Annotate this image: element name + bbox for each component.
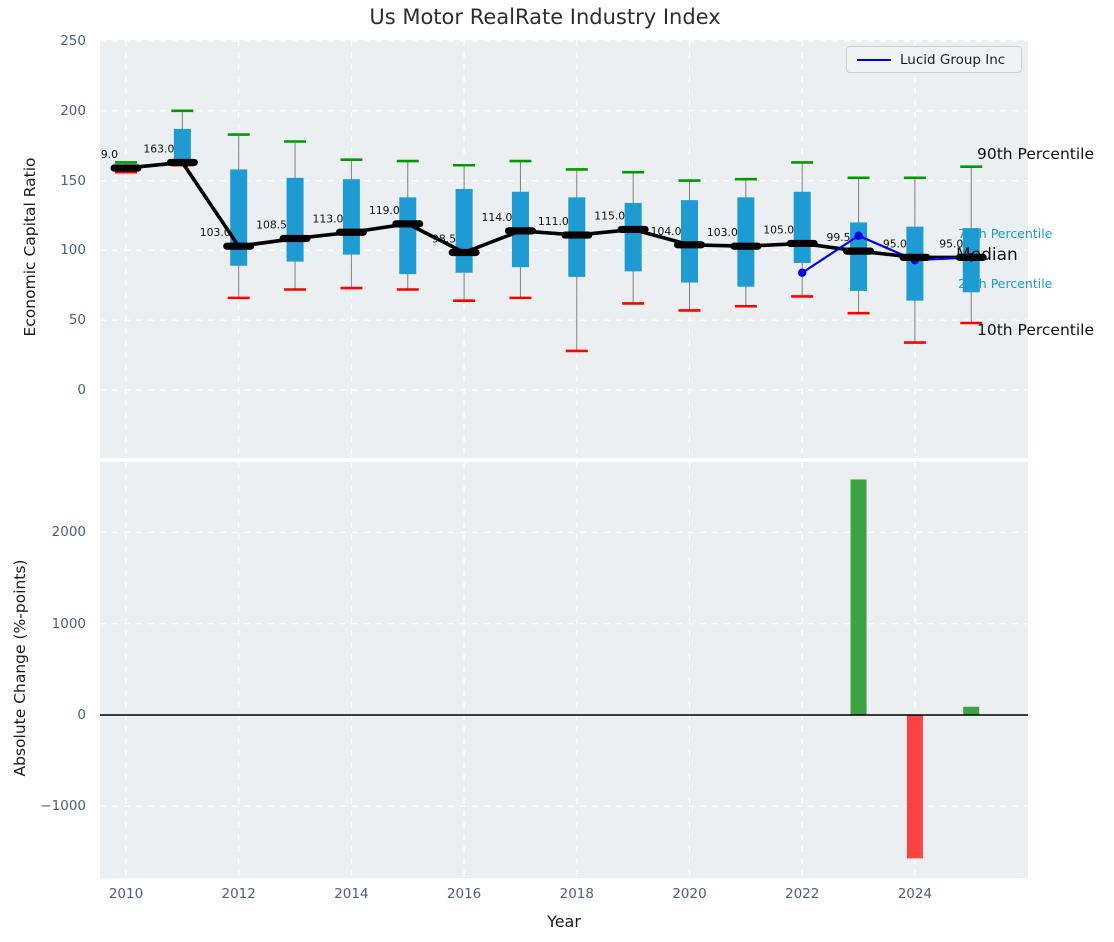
iqr-box-2016 — [455, 188, 473, 273]
median-value-label-2016: 98.5 — [432, 232, 456, 245]
x-tick-2012: 2012 — [221, 886, 256, 902]
median-marker-2019 — [617, 225, 649, 234]
change-bar-2024 — [906, 715, 923, 859]
top-y-tick-200: 200 — [60, 102, 86, 119]
median-value-label-2017: 114.0 — [482, 211, 513, 224]
iqr-box-2015 — [399, 197, 417, 275]
chart-title: Us Motor RealRate Industry Index — [369, 5, 721, 29]
legend-label: Lucid Group Inc — [900, 51, 1006, 68]
top-y-tick-150: 150 — [60, 172, 86, 189]
median-marker-2013 — [279, 234, 311, 243]
median-value-label-2020: 104.0 — [651, 225, 682, 238]
iqr-box-2011 — [173, 128, 191, 164]
median-marker-2010 — [110, 164, 142, 172]
top-panel: 159.0 163.0 103.0 108.5 113.0 119.0 98.5 114.0 1… — [100, 40, 1028, 458]
median-marker-2022 — [786, 239, 818, 248]
median-marker-2011 — [166, 158, 198, 167]
x-tick-2018: 2018 — [559, 886, 594, 902]
median-line — [125, 160, 972, 260]
iqr-box-2019 — [624, 202, 642, 272]
median-marker-2016 — [448, 248, 480, 257]
top-y-tick-250: 250 — [60, 33, 86, 49]
company-point-2023 — [854, 231, 863, 240]
bottom-y-tick-2000: 2000 — [51, 524, 86, 541]
x-tick-2010: 2010 — [108, 886, 144, 902]
median-marker-2012 — [223, 242, 255, 250]
median-value-label-2023: 99.5 — [827, 231, 851, 244]
x-tick-2024: 2024 — [897, 886, 933, 902]
annotation-p10: 10th Percentile — [977, 321, 1095, 340]
iqr-box-2012 — [230, 169, 248, 266]
top-y-tick-0: 0 — [77, 382, 86, 398]
annotation-p90: 90th Percentile — [977, 145, 1095, 164]
x-tick-2020: 2020 — [672, 886, 707, 902]
median-value-label-2024: 95.0 — [883, 237, 907, 250]
x-tick-2022: 2022 — [785, 886, 820, 902]
bottom-y-tick-0: 0 — [77, 707, 86, 723]
median-value-label-2014: 113.0 — [312, 212, 343, 225]
iqr-box-2021 — [737, 197, 755, 287]
boxplot-chart: 159.0 163.0 103.0 108.5 113.0 119.0 98.5 114.0 1… — [100, 40, 1028, 458]
median-marker-2023 — [843, 247, 875, 255]
median-marker-2020 — [674, 241, 705, 249]
bottom-y-axis-label: Absolute Change (%-points) — [11, 559, 29, 777]
median-value-label-2010: 159.0 — [100, 148, 118, 161]
x-tick-2016: 2016 — [446, 886, 482, 902]
change-bar-2025 — [963, 706, 980, 715]
median-marker-2021 — [730, 242, 762, 250]
median-value-label-2021: 103.0 — [707, 226, 738, 239]
x-axis-label: Year — [547, 912, 581, 931]
company-line — [801, 234, 972, 274]
median-value-label-2018: 111.0 — [538, 215, 569, 228]
bottom-y-tick-1000: 1000 — [51, 615, 86, 632]
iqr-box-2013 — [286, 177, 304, 262]
median-value-label-2022: 105.0 — [763, 223, 794, 236]
company-point-2022 — [798, 268, 807, 277]
annotation-median: Median — [956, 245, 1018, 266]
annotation-p75: 75th Percentile — [958, 225, 1053, 241]
median-marker-2015 — [392, 220, 424, 228]
median-marker-2024 — [899, 253, 931, 261]
median-marker-2017 — [504, 227, 536, 235]
legend: Lucid Group Inc — [846, 46, 1022, 73]
iqr-box-2014 — [342, 179, 360, 255]
bottom-panel — [100, 462, 1028, 878]
median-marker-2014 — [335, 228, 367, 236]
change-bar-2023 — [850, 479, 867, 715]
change-bar-chart — [100, 462, 1028, 878]
median-value-label-2011: 163.0 — [143, 142, 174, 155]
top-y-tick-100: 100 — [60, 242, 86, 259]
top-y-tick-50: 50 — [68, 312, 86, 329]
median-value-label-2015: 119.0 — [369, 204, 400, 217]
median-value-label-2025: 95.0 — [939, 237, 963, 250]
median-marker-2025 — [955, 253, 987, 261]
annotation-p25: 25th Percentile — [958, 275, 1053, 291]
bottom-y-tick--1000: −1000 — [40, 798, 86, 815]
legend-line-sample — [857, 58, 891, 61]
x-tick-2014: 2014 — [334, 886, 369, 902]
median-value-label-2013: 108.5 — [256, 219, 287, 232]
median-value-label-2012: 103.0 — [200, 226, 231, 239]
median-marker-2018 — [561, 231, 593, 239]
median-value-label-2019: 115.0 — [594, 209, 625, 222]
iqr-box-2022 — [793, 191, 811, 263]
